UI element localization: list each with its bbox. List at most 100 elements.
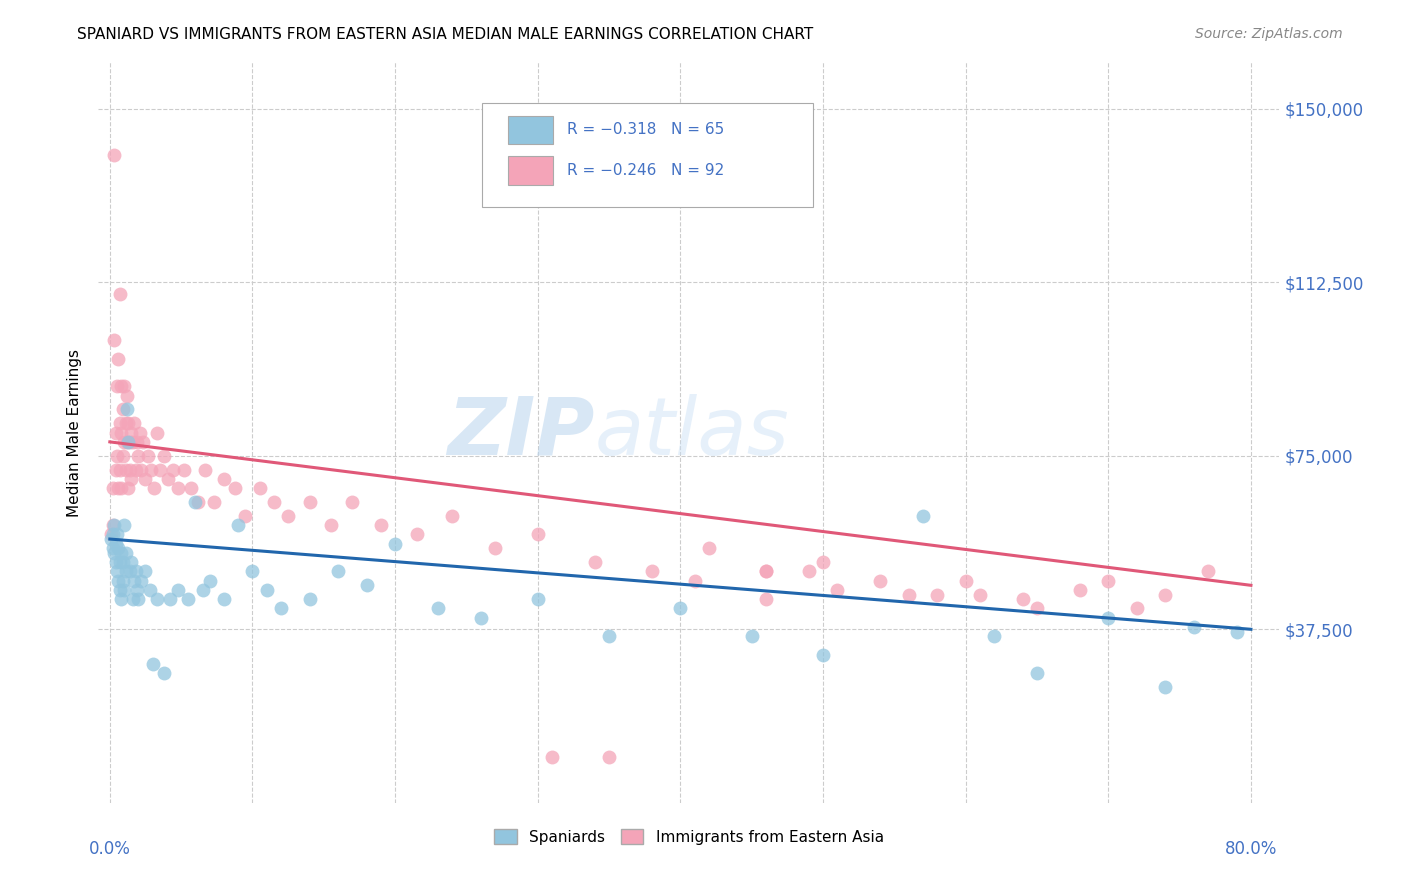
Point bbox=[112, 434, 135, 449]
Point bbox=[114, 546, 136, 560]
Point bbox=[697, 541, 720, 556]
Point bbox=[1197, 565, 1219, 579]
Point bbox=[118, 462, 141, 476]
Point bbox=[157, 472, 180, 486]
Point bbox=[441, 508, 464, 523]
Point bbox=[1026, 666, 1049, 681]
Point bbox=[911, 508, 934, 523]
Point bbox=[263, 495, 285, 509]
Point bbox=[143, 481, 166, 495]
Point bbox=[869, 574, 891, 588]
Point bbox=[270, 601, 292, 615]
Point bbox=[108, 286, 131, 301]
Point bbox=[927, 588, 949, 602]
Point bbox=[117, 481, 139, 495]
Text: R = −0.318   N = 65: R = −0.318 N = 65 bbox=[567, 122, 724, 137]
Point bbox=[683, 574, 706, 588]
Point bbox=[177, 592, 200, 607]
Point bbox=[797, 565, 820, 579]
Point bbox=[122, 417, 145, 431]
Bar bbox=[508, 156, 553, 185]
Point bbox=[598, 749, 620, 764]
Point bbox=[470, 610, 492, 624]
Point bbox=[110, 425, 132, 440]
Point bbox=[224, 481, 246, 495]
Point bbox=[117, 417, 139, 431]
Point bbox=[103, 546, 125, 560]
Point bbox=[484, 541, 506, 556]
Point bbox=[134, 565, 156, 579]
Point bbox=[202, 495, 225, 509]
Point bbox=[101, 518, 124, 533]
Point bbox=[1154, 588, 1177, 602]
Point bbox=[326, 565, 349, 579]
Point bbox=[1182, 620, 1205, 634]
Point bbox=[173, 462, 195, 476]
Point bbox=[121, 592, 143, 607]
Text: 80.0%: 80.0% bbox=[1225, 840, 1277, 858]
Point bbox=[167, 582, 190, 597]
Point bbox=[112, 518, 135, 533]
Point bbox=[153, 666, 176, 681]
Point bbox=[159, 592, 181, 607]
Point bbox=[983, 629, 1005, 643]
Point bbox=[142, 657, 165, 671]
Point bbox=[1126, 601, 1149, 615]
Text: atlas: atlas bbox=[595, 393, 789, 472]
Point bbox=[897, 588, 920, 602]
Point bbox=[115, 434, 138, 449]
Point bbox=[107, 481, 129, 495]
Point bbox=[129, 574, 152, 588]
Point bbox=[1011, 592, 1033, 607]
Point bbox=[120, 555, 142, 569]
Point bbox=[111, 402, 134, 417]
Point bbox=[110, 546, 132, 560]
Point bbox=[242, 565, 264, 579]
Point bbox=[104, 462, 127, 476]
Point bbox=[134, 472, 156, 486]
Point bbox=[103, 518, 125, 533]
Text: 0.0%: 0.0% bbox=[89, 840, 131, 858]
Point bbox=[118, 565, 141, 579]
Point bbox=[118, 434, 141, 449]
Point bbox=[405, 527, 427, 541]
Point bbox=[131, 434, 153, 449]
Point bbox=[100, 527, 122, 541]
Point bbox=[969, 588, 991, 602]
Point bbox=[298, 495, 321, 509]
Point bbox=[233, 508, 256, 523]
Point bbox=[103, 148, 125, 162]
Point bbox=[526, 527, 548, 541]
Point bbox=[104, 425, 127, 440]
Point bbox=[125, 582, 148, 597]
Point bbox=[115, 388, 138, 402]
Point bbox=[112, 582, 135, 597]
Point bbox=[117, 434, 139, 449]
Point bbox=[598, 629, 620, 643]
Point bbox=[108, 417, 131, 431]
Point bbox=[167, 481, 190, 495]
Point bbox=[198, 574, 221, 588]
Point bbox=[162, 462, 184, 476]
Point bbox=[122, 574, 145, 588]
Point bbox=[120, 425, 142, 440]
Point bbox=[124, 462, 146, 476]
Point bbox=[1026, 601, 1049, 615]
Point bbox=[755, 565, 778, 579]
Point bbox=[583, 555, 606, 569]
Point bbox=[149, 462, 172, 476]
Point bbox=[641, 565, 664, 579]
Point bbox=[105, 379, 128, 393]
Point bbox=[426, 601, 449, 615]
Point bbox=[319, 518, 342, 533]
Point bbox=[108, 582, 131, 597]
Point bbox=[107, 351, 129, 366]
Point bbox=[101, 527, 124, 541]
Point bbox=[212, 592, 235, 607]
Point bbox=[121, 434, 143, 449]
Point bbox=[100, 532, 122, 546]
Point bbox=[108, 462, 131, 476]
Point bbox=[146, 425, 169, 440]
Point bbox=[110, 379, 132, 393]
Point bbox=[541, 749, 564, 764]
